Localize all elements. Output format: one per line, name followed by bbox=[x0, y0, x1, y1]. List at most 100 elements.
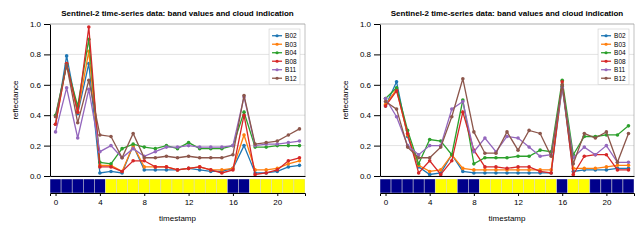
legend-entry: B02 bbox=[601, 32, 626, 39]
cloud-cell bbox=[446, 179, 457, 193]
y-tick: 0.0 bbox=[360, 172, 380, 181]
cloud-cell bbox=[380, 179, 391, 193]
x-tick: 0 bbox=[384, 193, 389, 207]
tick-mark bbox=[606, 193, 607, 196]
point bbox=[616, 133, 620, 137]
cloud-cell bbox=[183, 179, 194, 193]
legend-marker bbox=[275, 60, 278, 63]
tick-mark bbox=[386, 193, 387, 196]
legend-marker bbox=[275, 34, 278, 37]
legend-swatch bbox=[272, 78, 282, 79]
x-tick: 12 bbox=[514, 193, 523, 207]
point bbox=[154, 156, 158, 160]
cloud-strip: 048121620timestamp bbox=[50, 179, 306, 223]
point bbox=[483, 136, 487, 140]
point bbox=[616, 161, 620, 165]
tick-mark bbox=[518, 193, 519, 196]
point bbox=[461, 167, 465, 171]
point bbox=[231, 168, 235, 172]
legend-box bbox=[269, 29, 300, 85]
point bbox=[527, 129, 531, 133]
point bbox=[472, 168, 476, 172]
tick-label: 0 bbox=[384, 198, 389, 207]
point bbox=[176, 168, 180, 172]
point bbox=[242, 113, 246, 117]
point bbox=[87, 78, 91, 82]
point bbox=[187, 167, 191, 171]
tick-label: 16 bbox=[558, 198, 567, 207]
tick-mark bbox=[374, 85, 380, 86]
tick-label: 0.6 bbox=[30, 81, 42, 90]
series-line bbox=[56, 39, 300, 164]
x-tick: 4 bbox=[428, 193, 433, 207]
x-tick: 16 bbox=[558, 193, 567, 207]
point bbox=[616, 168, 620, 172]
line-panel: 0.00.20.40.60.81.0 Sentinel-2 time-series… bbox=[341, 9, 635, 181]
point bbox=[505, 130, 509, 134]
point bbox=[450, 159, 454, 163]
point bbox=[275, 168, 279, 172]
legend-entry: B03 bbox=[601, 41, 626, 48]
chart-title: Sentinel-2 time-series data: band values… bbox=[391, 9, 624, 18]
x-axis: 048121620 bbox=[381, 193, 635, 207]
point bbox=[627, 132, 631, 136]
series-line bbox=[386, 82, 629, 175]
point bbox=[605, 153, 609, 157]
point bbox=[209, 168, 213, 172]
point bbox=[76, 136, 80, 140]
point bbox=[605, 130, 609, 134]
y-axis-title: reflectance bbox=[11, 80, 20, 120]
cloud-cell bbox=[61, 179, 72, 193]
legend-swatch bbox=[601, 52, 611, 53]
tick-label: 0.0 bbox=[30, 172, 42, 181]
legend-label: B11 bbox=[285, 66, 296, 73]
point bbox=[605, 165, 609, 169]
point bbox=[154, 165, 158, 169]
y-tick: 0.6 bbox=[30, 81, 50, 90]
y-tick: 0.0 bbox=[30, 172, 50, 181]
point bbox=[472, 130, 476, 134]
point bbox=[472, 162, 476, 166]
y-axis: 0.00.20.40.60.81.0 bbox=[360, 20, 381, 181]
legend-label: B12 bbox=[285, 75, 297, 82]
series-markers bbox=[384, 77, 631, 166]
legend-label: B02 bbox=[614, 32, 626, 39]
tick-mark bbox=[189, 193, 190, 196]
point bbox=[395, 107, 399, 111]
cloud-cell bbox=[435, 179, 446, 193]
cloud-cell bbox=[150, 179, 161, 193]
grid bbox=[50, 24, 305, 176]
marks bbox=[384, 77, 631, 176]
line-panel: 0.00.20.40.60.81.0Sentinel-2 time-series… bbox=[11, 9, 306, 181]
point bbox=[594, 153, 598, 157]
tick-mark bbox=[374, 146, 380, 147]
tick-label: 20 bbox=[273, 198, 282, 207]
point bbox=[264, 171, 268, 175]
point bbox=[549, 154, 553, 158]
tick-mark bbox=[562, 193, 563, 196]
point bbox=[198, 165, 202, 169]
point bbox=[472, 150, 476, 154]
grid-line bbox=[380, 145, 634, 146]
point bbox=[65, 54, 69, 58]
point bbox=[298, 139, 302, 143]
cloud-cell bbox=[83, 179, 94, 193]
point bbox=[264, 141, 268, 145]
point bbox=[627, 161, 631, 165]
point bbox=[461, 100, 465, 104]
x-tick: 20 bbox=[602, 193, 611, 207]
tick-mark bbox=[56, 193, 57, 196]
point bbox=[65, 63, 69, 67]
cloud-cell bbox=[479, 179, 490, 193]
cloud-cell bbox=[194, 179, 205, 193]
series-line bbox=[386, 88, 629, 162]
point bbox=[298, 127, 302, 131]
tick-mark bbox=[374, 54, 380, 55]
point bbox=[549, 171, 553, 175]
point bbox=[220, 171, 224, 175]
legend-label: B04 bbox=[614, 49, 626, 56]
cloud-cell bbox=[391, 179, 402, 193]
plot-frame bbox=[50, 24, 305, 176]
point bbox=[417, 156, 421, 160]
point bbox=[461, 77, 465, 81]
